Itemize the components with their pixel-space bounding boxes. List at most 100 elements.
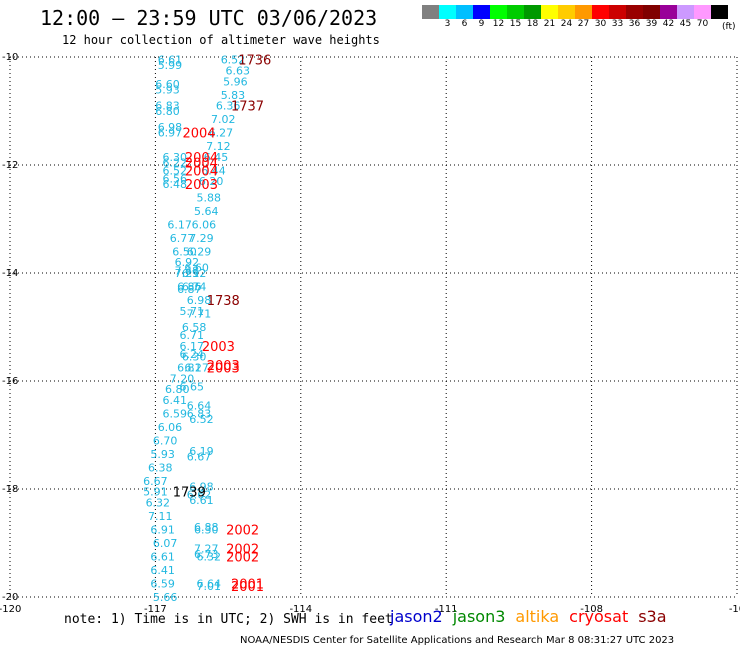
swh-value: 5.91	[143, 486, 168, 499]
legend-swatch	[643, 5, 660, 19]
swh-value: 6.30	[163, 151, 188, 164]
swh-value: 6.17	[180, 340, 205, 353]
swh-value: 6.86	[177, 281, 202, 294]
legend-swatch	[490, 5, 507, 19]
legend-swatch	[592, 5, 609, 19]
swh-value: 6.92	[175, 256, 200, 269]
swh-value: 7.27	[194, 542, 219, 555]
pass-time-label: 1739	[173, 486, 206, 501]
swh-value: 6.61	[150, 551, 175, 564]
legend-swatch	[422, 5, 439, 19]
swh-value: 6.56	[163, 173, 188, 186]
satellite-name: s3a	[638, 607, 667, 626]
swh-value: 6.88	[194, 521, 219, 534]
satellite-name: altika	[515, 607, 560, 626]
swh-value: 6.29	[187, 245, 212, 258]
satellite-name: jason2	[390, 607, 443, 626]
swh-value: 7.02	[211, 113, 236, 126]
legend-label: 33	[611, 19, 624, 29]
lon-tick-label: -108	[580, 604, 603, 615]
swh-value: 6.64	[187, 399, 212, 412]
swh-value: 6.27	[209, 127, 234, 140]
swh-value: 6.27	[184, 362, 209, 375]
swh-value: 6.67	[143, 475, 168, 488]
swh-value: 6.61	[158, 54, 183, 67]
swh-value: 6.22	[163, 156, 188, 169]
legend-label: 3	[444, 19, 451, 29]
swh-value: 6.97	[158, 127, 183, 140]
swh-value: 6.48	[163, 178, 188, 191]
swh-value: 6.98	[158, 121, 183, 134]
legend-swatch	[524, 5, 541, 19]
swh-value: 6.30	[182, 351, 207, 364]
legend-label: 12	[492, 19, 505, 29]
satellite-name: jason3	[452, 607, 506, 626]
swh-value: 6.17	[167, 218, 192, 231]
swh-value: 6.83	[155, 100, 180, 113]
legend-swatch	[677, 5, 694, 19]
footer-credit: NOAA/NESDIS Center for Satellite Applica…	[240, 635, 675, 646]
legend-swatch	[473, 5, 490, 19]
swh-value: 6.32	[146, 497, 171, 510]
lon-tick-label: -114	[289, 604, 312, 615]
swh-value: 6.59	[163, 407, 188, 420]
color-legend: 3 6 9 12 15 18 21 24 27 30 33 36 39 42 45 70 (ft)	[422, 5, 736, 32]
lat-tick-label: -14	[2, 268, 18, 279]
swh-value: 6.52	[163, 164, 188, 177]
pass-time-label: 2003	[202, 340, 235, 355]
swh-value: 7.25	[175, 267, 200, 280]
swh-value: 6.91	[150, 524, 175, 537]
swh-value: 7.11	[148, 510, 173, 523]
lat-tick-label: -10	[2, 52, 18, 63]
swh-value: 6.32	[196, 551, 221, 564]
pass-time-label: 2001	[231, 578, 264, 593]
swh-value: 6.59	[150, 578, 175, 591]
swh-value: 6.24	[180, 348, 205, 361]
lon-tick-label: -111	[435, 604, 458, 615]
swh-value: 6.70	[153, 434, 178, 447]
lon-tick-label: -117	[144, 604, 167, 615]
pass-time-label: 2002	[226, 551, 259, 566]
pass-time-label: 2004	[182, 127, 215, 142]
swh-value: 6.06	[158, 421, 183, 434]
lat-tick-label: -16	[2, 376, 18, 387]
swh-value: 6.67	[187, 451, 212, 464]
swh-value: 6.36	[216, 100, 241, 113]
pass-time-label: 2004	[185, 164, 218, 179]
swh-value: 6.06	[192, 218, 217, 231]
legend-swatch	[694, 5, 711, 19]
pass-time-label: 2002	[226, 542, 259, 557]
legend-swatch	[660, 5, 677, 19]
swh-value: 6.83	[187, 407, 212, 420]
swh-value: 6.19	[189, 445, 214, 458]
legend-label: 6	[461, 19, 468, 29]
lat-tick-label: -12	[2, 160, 18, 171]
legend-label: 15	[509, 19, 522, 29]
legend-label: 30	[594, 19, 607, 29]
swh-value: 6.41	[150, 564, 175, 577]
pass-time-label: 2004	[185, 156, 218, 171]
legend-labels: 3 6 9 12 15 18 21 24 27 30 33 36 39 42 45 70	[422, 19, 728, 29]
swh-value: 6.64	[196, 578, 221, 591]
swh-value: 6.50	[172, 245, 197, 258]
swh-value: 6.52	[189, 413, 214, 426]
swh-value: 6.07	[153, 537, 178, 550]
swh-value: 7.12	[206, 140, 231, 153]
pass-time-label: 2003	[207, 359, 240, 374]
satellite-name: cryosat	[569, 607, 629, 626]
swh-value: 6.73	[194, 548, 219, 561]
legend-label: 70	[696, 19, 709, 29]
swh-value: 6.58	[182, 321, 207, 334]
page-subtitle: 12 hour collection of altimeter wave hei…	[62, 33, 380, 47]
legend-swatch	[507, 5, 524, 19]
swh-value: 6.30	[194, 524, 219, 537]
swh-value: 6.12	[182, 267, 207, 280]
swh-value: 7.01	[196, 580, 221, 593]
pass-time-label: 1737	[231, 100, 264, 115]
swh-value: 6.71	[180, 329, 205, 342]
pass-time-label: 2001	[231, 580, 264, 595]
swh-value: 5.93	[155, 83, 180, 96]
swh-value: 5.88	[196, 191, 221, 204]
swh-value: 6.98	[189, 480, 214, 493]
legend-unit: (ft)	[722, 22, 736, 32]
